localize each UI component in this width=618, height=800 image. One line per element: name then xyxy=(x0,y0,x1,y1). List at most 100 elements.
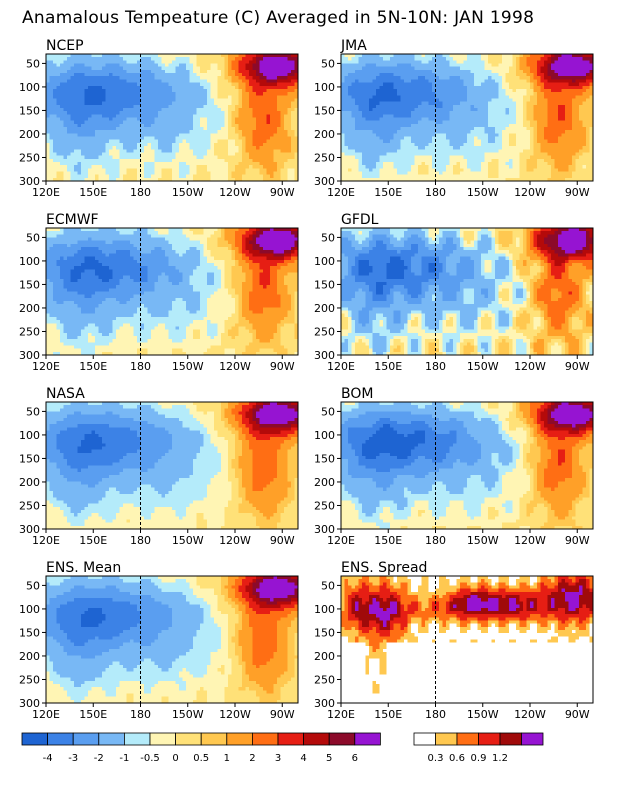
y-tick-label: 200 xyxy=(19,476,40,489)
plot-frame xyxy=(45,53,299,182)
colorbar-swatch xyxy=(456,732,479,746)
y-tick-label: 200 xyxy=(314,302,335,315)
y-tick-label: 300 xyxy=(19,349,40,362)
plot-frame xyxy=(45,575,299,704)
colorbar-swatch xyxy=(328,732,356,746)
x-tick-label: 120W xyxy=(219,708,251,721)
y-tick-label: 100 xyxy=(19,255,40,268)
panel-ens-mean: ENS. Mean 120E 150E 180 150W 120W 90W 50 100 150 2… xyxy=(19,560,299,721)
y-tick-label: 100 xyxy=(314,603,335,616)
y-tick-label: 150 xyxy=(314,626,335,639)
figure-title: Anamalous Tempeature (C) Averaged in 5N-… xyxy=(22,8,534,28)
y-tick-label: 100 xyxy=(19,81,40,94)
x-tick-label: 180 xyxy=(130,186,151,199)
y-tick-label: 250 xyxy=(314,499,335,512)
y-tick-label: 50 xyxy=(26,231,40,244)
x-tick-label: 120E xyxy=(32,534,60,547)
y-tick-label: 50 xyxy=(26,579,40,592)
panel-bom: BOM 120E 150E 180 150W 120W 90W 50 100 150 200 250 3… xyxy=(314,386,594,547)
colorbar-swatch xyxy=(200,732,228,746)
colorbar-swatch xyxy=(226,732,253,746)
colorbar-label: 1 xyxy=(224,753,230,764)
y-tick-label: 50 xyxy=(321,231,335,244)
panel-title: ENS. Mean xyxy=(46,560,121,576)
x-tick-label: 120E xyxy=(327,360,355,373)
y-tick-label: 300 xyxy=(19,175,40,188)
panel-title: ENS. Spread xyxy=(341,560,427,576)
y-tick-label: 150 xyxy=(314,278,335,291)
x-tick-label: 90W xyxy=(270,360,295,373)
plot-frame xyxy=(340,227,594,356)
y-tick-label: 100 xyxy=(19,603,40,616)
colorbar-swatch xyxy=(435,732,458,746)
panels: NCEP 120E 150E 180 150W 120W 90W 50 100 150 200 250… xyxy=(19,38,594,721)
panel-title: NCEP xyxy=(46,38,84,54)
y-tick-label: 250 xyxy=(19,673,40,686)
y-tick-label: 100 xyxy=(19,429,40,442)
x-tick-label: 90W xyxy=(270,534,295,547)
y-tick-label: 250 xyxy=(19,325,40,338)
colorbar-label: 4 xyxy=(300,753,306,764)
colorbar-swatch xyxy=(478,732,501,746)
colorbar-label: 5 xyxy=(326,753,332,764)
colorbar-swatch xyxy=(303,732,330,746)
x-tick-label: 120W xyxy=(219,186,251,199)
heatmap-field xyxy=(46,576,299,704)
colorbar-label: 6 xyxy=(352,753,358,764)
y-tick-label: 200 xyxy=(19,650,40,663)
panel-title: JMA xyxy=(340,38,367,54)
x-tick-label: 180 xyxy=(425,186,446,199)
colorbar-swatch xyxy=(413,732,436,746)
y-tick-label: 150 xyxy=(19,626,40,639)
y-tick-label: 50 xyxy=(321,579,335,592)
panel-gfdl: GFDL 120E 150E 180 150W 120W 90W 50 100 150 200 250… xyxy=(314,212,594,373)
y-tick-label: 300 xyxy=(19,523,40,536)
x-tick-label: 120E xyxy=(32,360,60,373)
y-tick-label: 200 xyxy=(19,128,40,141)
colorbar-swatch xyxy=(21,732,49,746)
x-tick-label: 90W xyxy=(270,186,295,199)
x-tick-label: 150W xyxy=(467,186,499,199)
panel-title: NASA xyxy=(46,386,85,402)
panel-ecmwf: ECMWF 120E 150E 180 150W 120W 90W 50 100 150 200 25… xyxy=(19,212,299,373)
heatmap-field xyxy=(46,402,299,530)
x-tick-label: 90W xyxy=(565,186,590,199)
panel-title: GFDL xyxy=(341,212,379,228)
colorbar-swatch xyxy=(98,732,125,746)
heatmap-field xyxy=(341,228,594,356)
x-tick-label: 120E xyxy=(327,534,355,547)
heatmap-field xyxy=(341,54,594,182)
plot-frame xyxy=(45,401,299,530)
heatmap-field xyxy=(341,402,594,530)
x-tick-label: 120W xyxy=(514,708,546,721)
plot-frame xyxy=(340,575,594,704)
y-tick-label: 300 xyxy=(314,697,335,710)
colorbar-swatch xyxy=(175,732,202,746)
y-tick-label: 150 xyxy=(314,452,335,465)
x-tick-label: 120W xyxy=(514,534,546,547)
x-tick-label: 120E xyxy=(327,186,355,199)
x-tick-label: 150W xyxy=(467,708,499,721)
x-tick-label: 90W xyxy=(270,708,295,721)
colorbar-swatch xyxy=(72,732,100,746)
x-tick-label: 150E xyxy=(79,534,107,547)
colorbar-label: -0.5 xyxy=(140,753,160,764)
x-tick-label: 90W xyxy=(565,534,590,547)
y-tick-label: 200 xyxy=(314,650,335,663)
x-tick-label: 120W xyxy=(514,360,546,373)
plot-frame xyxy=(45,227,299,356)
x-tick-label: 180 xyxy=(130,360,151,373)
panel-jma: JMA 120E 150E 180 150W 120W 90W 50 100 150 200 250 3… xyxy=(314,38,594,199)
x-tick-label: 150E xyxy=(374,360,402,373)
x-tick-label: 180 xyxy=(130,534,151,547)
heatmap-field xyxy=(46,228,299,356)
colorbar-label: 0 xyxy=(172,753,178,764)
plot-frame xyxy=(340,401,594,530)
y-tick-label: 150 xyxy=(314,104,335,117)
colorbar-label: 0.9 xyxy=(471,753,487,764)
y-tick-label: 100 xyxy=(314,255,335,268)
y-tick-label: 200 xyxy=(314,128,335,141)
anomaly-colorbar: -4 -3 -2 -1 -0.5 0 0.5 1 2 3 4 5 6 xyxy=(21,732,381,764)
x-tick-label: 150W xyxy=(467,534,499,547)
